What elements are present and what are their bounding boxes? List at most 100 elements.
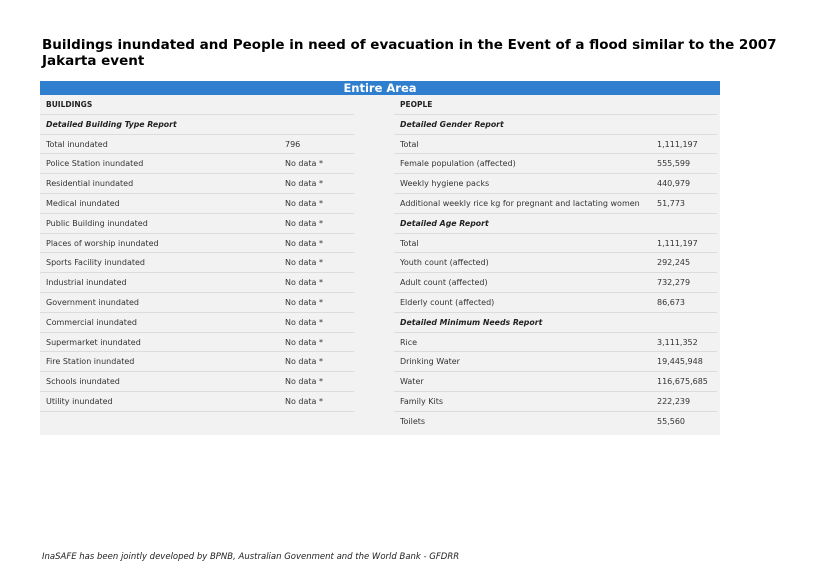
row-label: Residential inundated bbox=[46, 179, 134, 189]
row-label: Elderly count (affected) bbox=[400, 297, 495, 307]
row-label: Total bbox=[400, 238, 419, 248]
table-row: Female population (affected) 555,599 bbox=[394, 154, 717, 175]
row-label: Adult count (affected) bbox=[400, 278, 488, 288]
building-rows: Total inundated 796 Police Station inundat… bbox=[40, 135, 354, 412]
buildings-header-row: BUILDINGS bbox=[40, 95, 354, 115]
table-row: Weekly hygiene packs 440,979 bbox=[394, 174, 717, 194]
row-value: 292,245 bbox=[657, 258, 691, 268]
row-label: Police Station inundated bbox=[46, 159, 144, 169]
row-label: Drinking Water bbox=[400, 357, 460, 367]
table-row: Public Building inundated No data * bbox=[40, 214, 354, 234]
row-value: No data * bbox=[285, 297, 323, 307]
row-label: Commercial inundated bbox=[46, 317, 137, 327]
row-label: Places of worship inundated bbox=[46, 238, 159, 248]
row-label: Youth count (affected) bbox=[400, 258, 489, 268]
table-row: Rice 3,111,352 bbox=[394, 333, 717, 353]
impact-report-table: Entire Area BUILDINGS Detailed Building … bbox=[40, 81, 720, 435]
table-row: Places of worship inundated No data * bbox=[40, 234, 354, 254]
building-type-section-title: Detailed Building Type Report bbox=[46, 119, 177, 129]
row-value: 796 bbox=[285, 139, 301, 149]
row-value: 1,111,197 bbox=[657, 238, 698, 248]
row-label: Rice bbox=[400, 337, 418, 347]
table-row: Sports Facility inundated No data * bbox=[40, 253, 354, 274]
footer-credit: InaSAFE has been jointly developed by BP… bbox=[42, 552, 460, 562]
row-value: No data * bbox=[285, 159, 323, 169]
table-row: Total inundated 796 bbox=[40, 135, 354, 155]
row-value: No data * bbox=[285, 258, 323, 268]
row-value: 3,111,352 bbox=[657, 337, 698, 347]
people-header: PEOPLE bbox=[400, 100, 433, 109]
table-row: Elderly count (affected) 86,673 bbox=[394, 293, 717, 313]
row-value: No data * bbox=[285, 317, 323, 327]
gender-section-row: Detailed Gender Report bbox=[394, 115, 717, 135]
table-row: Medical inundated No data * bbox=[40, 194, 354, 214]
table-row: Adult count (affected) 732,279 bbox=[394, 273, 717, 293]
row-value: No data * bbox=[285, 179, 323, 189]
table-row: Water 116,675,685 bbox=[394, 372, 717, 392]
table-row: Supermarket inundated No data * bbox=[40, 333, 354, 353]
age-rows: Total 1,111,197 Youth count (affected) 292,… bbox=[394, 234, 717, 313]
row-value: No data * bbox=[285, 396, 323, 406]
row-value: No data * bbox=[285, 278, 323, 288]
page-title: Buildings inundated and People in need o… bbox=[42, 37, 777, 69]
row-value: 116,675,685 bbox=[657, 377, 708, 387]
row-label: Toilets bbox=[400, 416, 426, 426]
row-label: Supermarket inundated bbox=[46, 337, 141, 347]
table-row: Total 1,111,197 bbox=[394, 135, 717, 155]
buildings-header: BUILDINGS bbox=[46, 100, 93, 109]
row-value: 55,560 bbox=[657, 416, 685, 426]
row-label: Government inundated bbox=[46, 297, 139, 307]
row-label: Utility inundated bbox=[46, 396, 113, 406]
row-label: Fire Station inundated bbox=[46, 357, 135, 367]
table-row: Drinking Water 19,445,948 bbox=[394, 352, 717, 373]
table-row: Toilets 55,560 bbox=[394, 412, 717, 432]
gender-section-title: Detailed Gender Report bbox=[400, 119, 504, 129]
table-row: Additional weekly rice kg for pregnant a… bbox=[394, 194, 717, 214]
row-value: 86,673 bbox=[657, 297, 685, 307]
table-row: Residential inundated No data * bbox=[40, 174, 354, 194]
row-value: 1,111,197 bbox=[657, 139, 698, 149]
row-value: No data * bbox=[285, 198, 323, 208]
table-row: Utility inundated No data * bbox=[40, 392, 354, 412]
row-label: Family Kits bbox=[400, 396, 444, 406]
row-label: Schools inundated bbox=[46, 377, 120, 387]
row-value: No data * bbox=[285, 357, 323, 367]
row-label: Industrial inundated bbox=[46, 278, 127, 288]
row-label: Public Building inundated bbox=[46, 218, 148, 228]
table-row: Schools inundated No data * bbox=[40, 372, 354, 392]
row-value: 222,239 bbox=[657, 396, 691, 406]
row-value: No data * bbox=[285, 218, 323, 228]
needs-rows: Rice 3,111,352 Drinking Water 19,445,948 Wat… bbox=[394, 333, 717, 432]
table-row: Total 1,111,197 bbox=[394, 234, 717, 254]
people-header-row: PEOPLE bbox=[394, 95, 717, 115]
building-type-section-row: Detailed Building Type Report bbox=[40, 115, 354, 135]
area-banner: Entire Area bbox=[40, 81, 720, 95]
row-label: Additional weekly rice kg for pregnant a… bbox=[400, 198, 640, 208]
row-value: 19,445,948 bbox=[657, 357, 703, 367]
row-value: 440,979 bbox=[657, 179, 691, 189]
age-section-title: Detailed Age Report bbox=[400, 218, 489, 228]
people-column: PEOPLE Detailed Gender Report Total 1,111… bbox=[394, 95, 717, 432]
table-row: Family Kits 222,239 bbox=[394, 392, 717, 412]
row-label: Water bbox=[400, 377, 424, 387]
gender-rows: Total 1,111,197 Female population (affecte… bbox=[394, 135, 717, 214]
row-value: 51,773 bbox=[657, 198, 685, 208]
row-value: 732,279 bbox=[657, 278, 691, 288]
row-label: Total bbox=[400, 139, 419, 149]
table-row: Fire Station inundated No data * bbox=[40, 352, 354, 373]
table-row: Police Station inundated No data * bbox=[40, 154, 354, 175]
row-label: Weekly hygiene packs bbox=[400, 179, 490, 189]
row-value: No data * bbox=[285, 238, 323, 248]
row-value: No data * bbox=[285, 337, 323, 347]
table-row: Industrial inundated No data * bbox=[40, 273, 354, 293]
row-label: Total inundated bbox=[46, 139, 108, 149]
table-row: Youth count (affected) 292,245 bbox=[394, 253, 717, 274]
row-label: Sports Facility inundated bbox=[46, 258, 145, 268]
row-label: Medical inundated bbox=[46, 198, 120, 208]
table-row: Government inundated No data * bbox=[40, 293, 354, 313]
table-row: Commercial inundated No data * bbox=[40, 313, 354, 333]
needs-section-title: Detailed Minimum Needs Report bbox=[400, 317, 543, 327]
needs-section-row: Detailed Minimum Needs Report bbox=[394, 313, 717, 333]
row-value: 555,599 bbox=[657, 159, 691, 169]
row-label: Female population (affected) bbox=[400, 159, 516, 169]
